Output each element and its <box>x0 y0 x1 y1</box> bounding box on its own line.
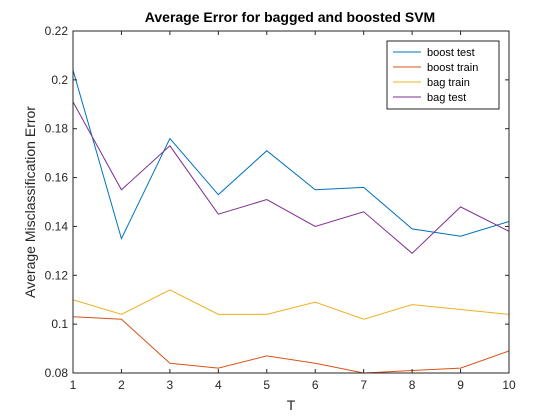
x-tick-label: 9 <box>457 378 464 392</box>
x-tick-label: 2 <box>118 378 125 392</box>
x-axis-ticks: 1 2 3 4 5 6 7 8 9 10 <box>70 31 516 392</box>
x-tick-label: 5 <box>263 378 270 392</box>
series-line-2 <box>72 289 510 320</box>
y-axis-ticks: 0.08 0.1 0.12 0.14 0.16 0.18 0.2 0.22 <box>45 24 509 380</box>
x-tick-label: 8 <box>409 378 416 392</box>
legend-entry-0: boost test <box>427 47 475 59</box>
series-line-3 <box>72 101 510 254</box>
x-tick-label: 1 <box>70 378 77 392</box>
axes-box <box>72 30 510 374</box>
axes-layer <box>72 30 510 374</box>
x-tick-label: 3 <box>167 378 174 392</box>
x-axis-label: T <box>287 397 296 413</box>
y-tick-label: 0.08 <box>45 366 69 380</box>
x-tick-label: 7 <box>360 378 367 392</box>
series-line-1 <box>72 316 510 374</box>
legend-entry-2: bag train <box>427 77 470 89</box>
y-tick-label: 0.16 <box>45 171 69 185</box>
chart-title: Average Error for bagged and boosted SVM <box>145 9 435 25</box>
y-tick-label: 0.14 <box>45 219 69 233</box>
series-layer <box>72 69 510 374</box>
legend-entry-3: bag test <box>427 92 466 104</box>
y-tick-label: 0.12 <box>45 268 69 282</box>
series-line-0 <box>72 69 510 241</box>
x-tick-label: 6 <box>312 378 319 392</box>
x-tick-label: 10 <box>502 378 516 392</box>
y-tick-label: 0.1 <box>51 317 68 331</box>
legend-entry-1: boost train <box>427 62 478 74</box>
x-tick-label: 4 <box>215 378 222 392</box>
y-axis-label: Average Misclassification Error <box>22 106 38 298</box>
y-tick-label: 0.18 <box>45 122 69 136</box>
y-tick-label: 0.2 <box>51 73 68 87</box>
y-tick-label: 0.22 <box>45 24 69 38</box>
legend: boost test boost train bag train bag test <box>386 40 500 110</box>
